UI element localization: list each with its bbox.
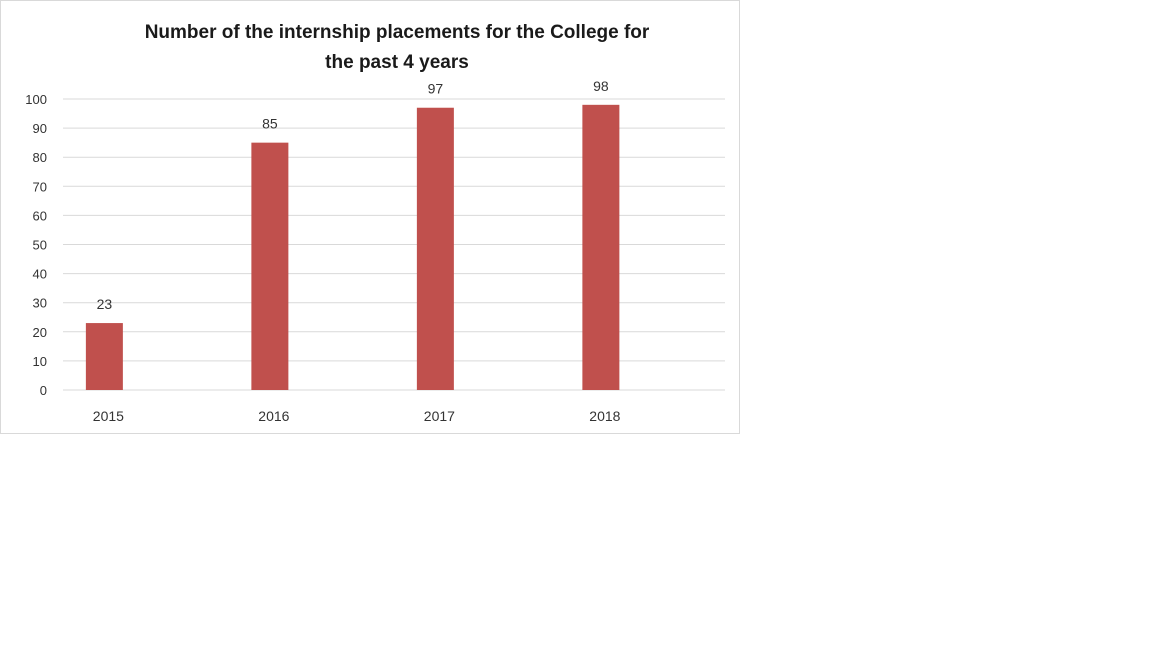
chart-title-line-1: Number of the internship placements for … <box>145 22 650 43</box>
x-axis-categories: 2015 2016 2017 2018 <box>93 408 621 424</box>
y-tick-label: 90 <box>33 121 47 136</box>
y-tick-label: 50 <box>33 238 47 253</box>
gridlines <box>63 98 725 391</box>
y-tick-label: 10 <box>33 354 47 369</box>
x-category-label: 2016 <box>258 408 289 424</box>
bar-2016 <box>251 142 289 390</box>
data-label-2018: 98 <box>593 78 609 94</box>
x-category-label: 2018 <box>589 408 620 424</box>
bar-2015 <box>85 323 123 390</box>
bar-2018 <box>582 104 620 390</box>
data-label-2015: 23 <box>97 296 113 312</box>
data-label-2017: 97 <box>428 81 444 97</box>
chart-frame: Number of the internship placements for … <box>0 0 740 434</box>
bars <box>85 104 620 390</box>
y-tick-label: 70 <box>33 179 47 194</box>
y-tick-label: 60 <box>33 208 47 223</box>
y-tick-label: 20 <box>33 325 47 340</box>
chart-title-line-2: the past 4 years <box>325 52 469 73</box>
y-tick-label: 30 <box>33 296 47 311</box>
data-labels: 23 85 97 98 <box>97 78 609 312</box>
y-tick-label: 40 <box>33 267 47 282</box>
x-category-label: 2017 <box>424 408 455 424</box>
data-label-2016: 85 <box>262 116 278 132</box>
bar-2017 <box>416 107 454 390</box>
y-tick-label: 100 <box>25 92 47 107</box>
y-tick-label: 80 <box>33 150 47 165</box>
y-tick-label: 0 <box>40 383 47 398</box>
bar-chart: Number of the internship placements for … <box>25 22 725 424</box>
x-category-label: 2015 <box>93 408 124 424</box>
y-axis-ticks: 0 10 20 30 40 50 60 70 80 90 100 <box>25 92 47 398</box>
